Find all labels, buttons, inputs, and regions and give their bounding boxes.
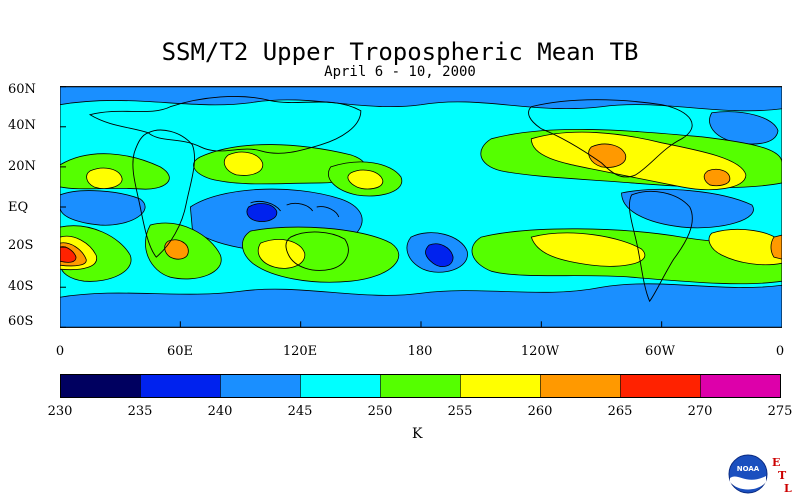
lon-label-60w: 60W	[645, 344, 675, 359]
colorbar-tick-label: 235	[127, 404, 153, 419]
contour-band-240	[60, 86, 782, 112]
australia-outline	[285, 231, 349, 271]
noaa-etl-logo: NOAA E T L	[728, 454, 792, 495]
contour-region-255	[530, 131, 747, 191]
eurasia-outline	[88, 95, 362, 154]
colorbar-swatch	[460, 374, 541, 398]
colorbar-swatch	[300, 374, 381, 398]
contour-region-255	[708, 229, 782, 266]
map-ticks	[60, 86, 782, 328]
lon-label-120w: 120W	[520, 344, 560, 359]
colorbar-tick-label: 275	[767, 404, 793, 419]
chart-subtitle: April 6 - 10, 2000	[324, 64, 476, 80]
colorbar-tick-label: 270	[687, 404, 713, 419]
noaa-logo-text: NOAA	[737, 465, 760, 473]
colorbar-frame	[60, 374, 781, 398]
colorbar-tick-label: 260	[527, 404, 553, 419]
colorbar-tick-label: 245	[287, 404, 313, 419]
contour-region-255	[530, 232, 646, 267]
colorbar	[60, 374, 781, 398]
colorbar-swatch	[220, 374, 301, 398]
lon-label-60e: 60E	[166, 344, 194, 359]
contour-region-260	[703, 168, 731, 187]
logo-letter-l: L	[784, 482, 792, 495]
colorbar-tick-label: 250	[367, 404, 393, 419]
contour-region-235	[246, 203, 278, 222]
colorbar-swatch	[380, 374, 461, 398]
contour-region-260	[770, 234, 782, 260]
lat-label-20n: 20N	[8, 159, 36, 174]
colorbar-swatch	[700, 374, 781, 398]
logo-letter-e: E	[772, 456, 780, 469]
lat-label-40s: 40S	[8, 279, 34, 294]
lat-label-eq: EQ	[8, 200, 29, 215]
contour-region-255	[86, 167, 123, 189]
contour-region-235	[425, 243, 454, 267]
colorbar-swatch	[620, 374, 701, 398]
colorbar-tick-label: 240	[207, 404, 233, 419]
colorbar-swatch	[540, 374, 621, 398]
continent-outlines	[88, 95, 693, 303]
lat-label-20s: 20S	[8, 238, 34, 253]
colorbar-tick-label: 255	[447, 404, 473, 419]
colorbar-swatch	[60, 374, 141, 398]
contour-region-240	[621, 188, 754, 229]
colorbar-swatch	[140, 374, 221, 398]
contour-region-255	[347, 169, 384, 190]
north-america-outline	[528, 99, 693, 178]
colorbar-tick-label: 265	[607, 404, 633, 419]
map-frame	[60, 86, 782, 328]
temperature-map	[60, 86, 782, 328]
chart-title: SSM/T2 Upper Tropospheric Mean TB	[161, 38, 639, 66]
contour-region-260	[588, 143, 627, 168]
contour-field	[60, 86, 782, 328]
contour-region-240	[709, 111, 779, 145]
lon-label-0: 0	[55, 344, 65, 359]
lon-label-0-end: 0	[775, 344, 785, 359]
contour-region-255	[223, 151, 263, 176]
lat-label-60s: 60S	[8, 314, 34, 329]
south-america-outline	[628, 190, 693, 303]
lat-label-40n: 40N	[8, 118, 36, 133]
logo-letter-t: T	[778, 469, 787, 482]
lon-label-180: 180	[407, 344, 433, 359]
africa-outline	[132, 129, 195, 258]
colorbar-unit: K	[412, 426, 423, 442]
lat-label-60n: 60N	[8, 82, 36, 97]
contour-band-240	[60, 283, 782, 328]
indonesia-outline	[250, 200, 340, 218]
lon-label-120e: 120E	[282, 344, 318, 359]
colorbar-swatches	[60, 374, 781, 398]
noaa-bird-icon	[730, 476, 766, 490]
colorbar-tick-label: 230	[47, 404, 73, 419]
contour-region-240	[60, 190, 146, 226]
